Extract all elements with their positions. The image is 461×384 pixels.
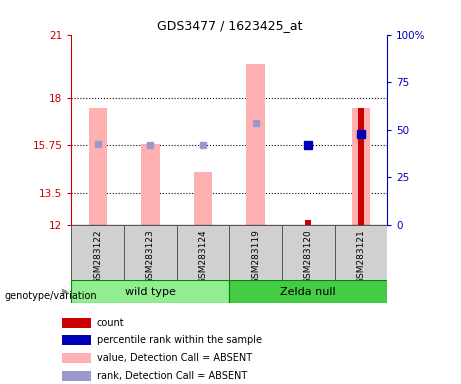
Text: Zelda null: Zelda null [280, 287, 336, 297]
Text: GSM283124: GSM283124 [199, 229, 207, 284]
Bar [141, 144, 160, 225]
Bar [124, 225, 177, 280]
Bar [71, 280, 230, 303]
Text: wild type: wild type [125, 287, 176, 297]
Text: rank, Detection Call = ABSENT: rank, Detection Call = ABSENT [97, 371, 247, 381]
Bar [89, 109, 107, 225]
Bar [247, 64, 265, 225]
Text: genotype/variation: genotype/variation [5, 291, 97, 301]
Title: GDS3477 / 1623425_at: GDS3477 / 1623425_at [157, 19, 302, 32]
Text: GSM283120: GSM283120 [304, 229, 313, 284]
Bar [177, 225, 229, 280]
Bar [194, 172, 212, 225]
Text: percentile rank within the sample: percentile rank within the sample [97, 335, 261, 345]
Bar [229, 225, 282, 280]
Bar [62, 371, 91, 381]
Text: GSM283119: GSM283119 [251, 229, 260, 284]
Text: value, Detection Call = ABSENT: value, Detection Call = ABSENT [97, 353, 252, 363]
Text: GSM283121: GSM283121 [356, 229, 366, 284]
Bar [62, 353, 91, 363]
Bar [352, 109, 370, 225]
Bar [282, 225, 335, 280]
Bar [62, 335, 91, 345]
Text: count: count [97, 318, 124, 328]
Bar [305, 220, 312, 225]
Text: GSM283123: GSM283123 [146, 229, 155, 284]
Bar [62, 318, 91, 328]
Bar [71, 225, 124, 280]
Bar [229, 280, 387, 303]
Bar [335, 225, 387, 280]
Bar [358, 109, 364, 225]
Text: GSM283122: GSM283122 [93, 229, 102, 284]
